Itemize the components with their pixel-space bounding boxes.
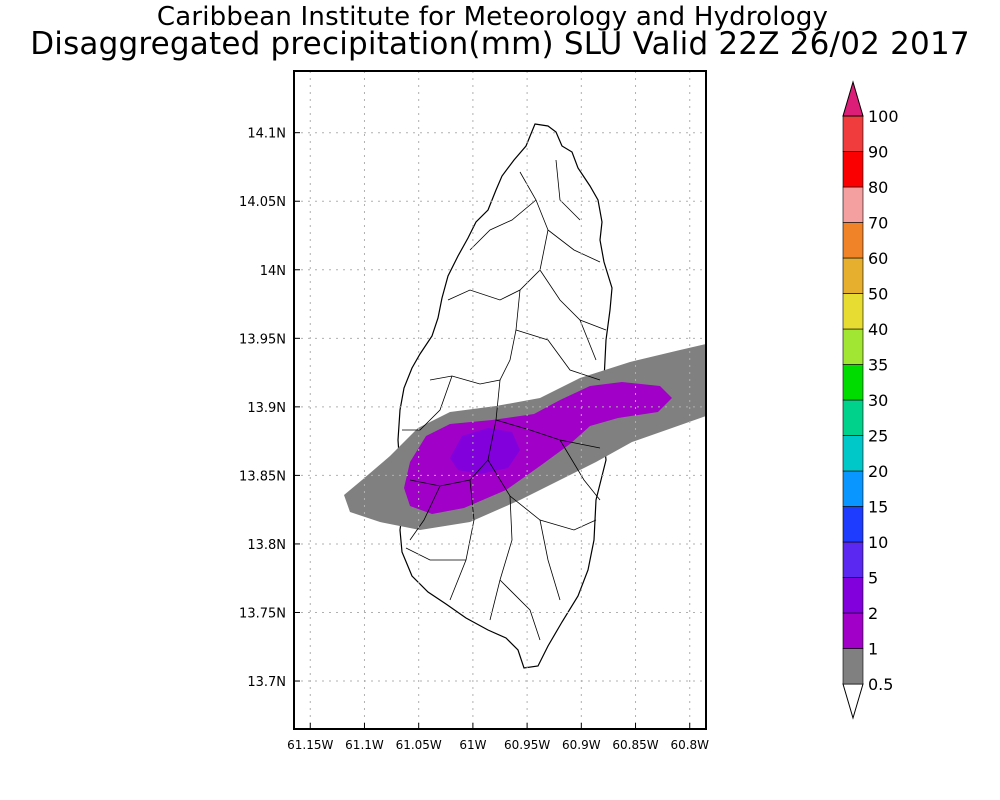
precip-core-1	[404, 382, 672, 514]
legend-color-box	[842, 648, 864, 685]
island-land	[397, 123, 613, 669]
legend-color-box	[842, 435, 864, 472]
legend-label: 30	[868, 391, 888, 410]
lon-tick-label: 60.95W	[504, 738, 550, 752]
legend-color-box	[842, 612, 864, 649]
lat-tick-label: 14.05N	[239, 195, 286, 210]
lon-tick-label: 61.15W	[287, 738, 333, 752]
product-title: Disaggregated precipitation(mm) SLU Vali…	[30, 26, 970, 62]
legend-label: 10	[868, 533, 888, 552]
legend-color-box	[842, 115, 864, 152]
legend-color-box	[842, 364, 864, 401]
legend-label: 15	[868, 498, 888, 517]
lat-tick-label: 13.95N	[239, 332, 286, 347]
legend-color-box	[842, 151, 864, 188]
lon-tick-label: 60.8W	[670, 738, 709, 752]
lat-gridlines	[294, 132, 706, 682]
legend-color-box	[842, 186, 864, 223]
lon-gridlines	[309, 71, 691, 729]
legend-color-box	[842, 293, 864, 330]
legend-label: 5	[868, 569, 878, 588]
interior-boundaries	[402, 159, 607, 641]
legend-color-box	[842, 541, 864, 578]
legend-color-box	[842, 506, 864, 543]
institute-title: Caribbean Institute for Meteorology and …	[156, 2, 829, 32]
lat-tick-label: 13.9N	[247, 401, 286, 416]
lat-tick-label: 13.7N	[247, 675, 286, 690]
legend-label: 60	[868, 249, 888, 268]
legend-color-box	[842, 257, 864, 294]
lat-tick-label: 13.85N	[239, 469, 286, 484]
legend-under-triangle	[842, 683, 864, 720]
legend-color-box	[842, 577, 864, 614]
legend-label: 50	[868, 285, 888, 304]
legend-label: 100	[868, 107, 899, 126]
lat-tick-label: 13.8N	[247, 538, 286, 553]
lon-tick-label: 61.1W	[345, 738, 384, 752]
lon-tick-label: 60.85W	[612, 738, 658, 752]
lat-tick-label: 14.1N	[247, 127, 286, 142]
lat-tick-labels: 14.1N 14.05N 14N 13.95N 13.9N 13.85N 13.8N 13.7…	[239, 127, 300, 690]
legend-color-box	[842, 470, 864, 507]
legend-label: 20	[868, 462, 888, 481]
legend-label: 70	[868, 214, 888, 233]
precip-center-2	[450, 428, 520, 474]
legend-label: 25	[868, 427, 888, 446]
legend-label: 35	[868, 356, 888, 375]
legend-label: 40	[868, 320, 888, 339]
lon-tick-label: 61W	[459, 738, 486, 752]
lon-tick-label: 61.05W	[396, 738, 442, 752]
lon-tick-labels: 61.15W 61.1W 61.05W 61W 60.95W 60.9W 60.85W 60.…	[287, 723, 709, 752]
lat-tick-label: 13.75N	[239, 606, 286, 621]
legend-label: 90	[868, 143, 888, 162]
legend-over-triangle	[842, 80, 864, 117]
legend-color-box	[842, 399, 864, 436]
lat-tick-label: 14N	[260, 264, 286, 279]
legend-color-box	[842, 222, 864, 259]
legend-label: 1	[868, 640, 878, 659]
lon-tick-label: 60.9W	[562, 738, 601, 752]
legend-color-box	[842, 328, 864, 365]
map-plot	[294, 71, 706, 729]
map-frame	[293, 70, 707, 730]
legend-label: 80	[868, 178, 888, 197]
legend-label: 2	[868, 604, 878, 623]
legend-label: 0.5	[868, 675, 893, 694]
